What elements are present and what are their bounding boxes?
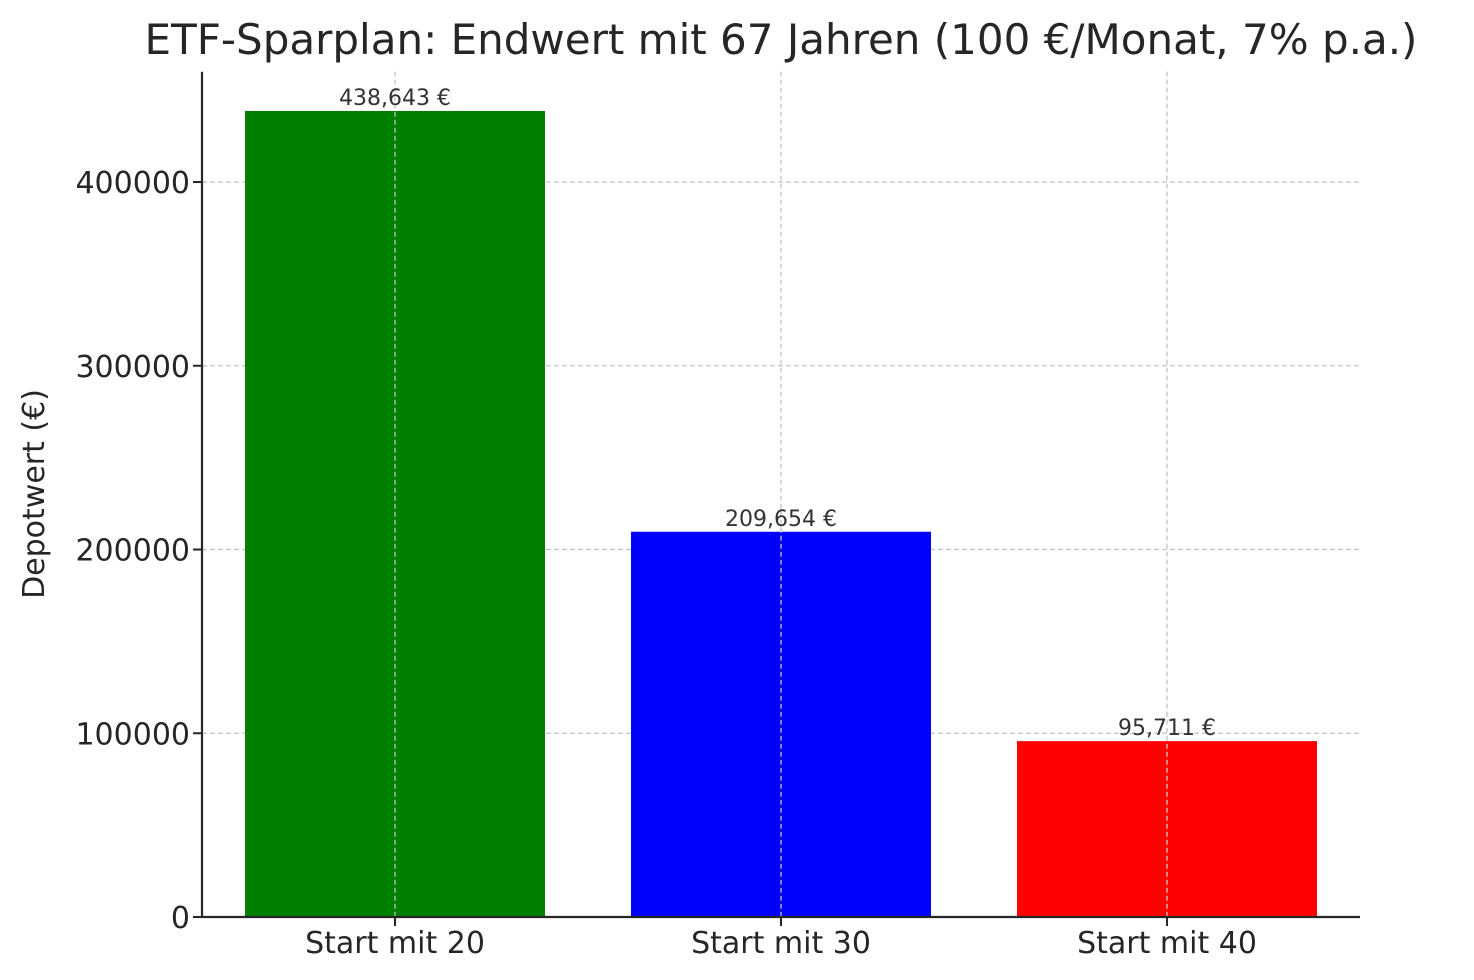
bar-value-label: 438,643 € (339, 86, 451, 111)
data-labels: 438,643 € 209,654 € 95,711 € (339, 86, 1216, 741)
x-tick-label: Start mit 40 (1077, 926, 1257, 961)
chart-title: ETF-Sparplan: Endwert mit 67 Jahren (100… (145, 15, 1418, 64)
y-tick-label: 300000 (75, 350, 190, 385)
y-tick-label: 0 (171, 901, 190, 936)
x-tick-label: Start mit 20 (305, 926, 485, 961)
y-tick-label: 100000 (75, 717, 190, 752)
x-tick-label: Start mit 30 (691, 926, 871, 961)
y-axis-label: Depotwert (€) (17, 389, 52, 599)
y-tick-label: 200000 (75, 534, 190, 569)
bar-value-label: 95,711 € (1118, 716, 1216, 741)
y-ticks: 0 100000 200000 300000 400000 (75, 166, 202, 936)
vertical-grid (394, 71, 1168, 917)
y-tick-label: 400000 (75, 166, 190, 201)
x-ticks: Start mit 20 Start mit 30 Start mit 40 (305, 917, 1257, 961)
bar-value-label: 209,654 € (725, 507, 837, 532)
